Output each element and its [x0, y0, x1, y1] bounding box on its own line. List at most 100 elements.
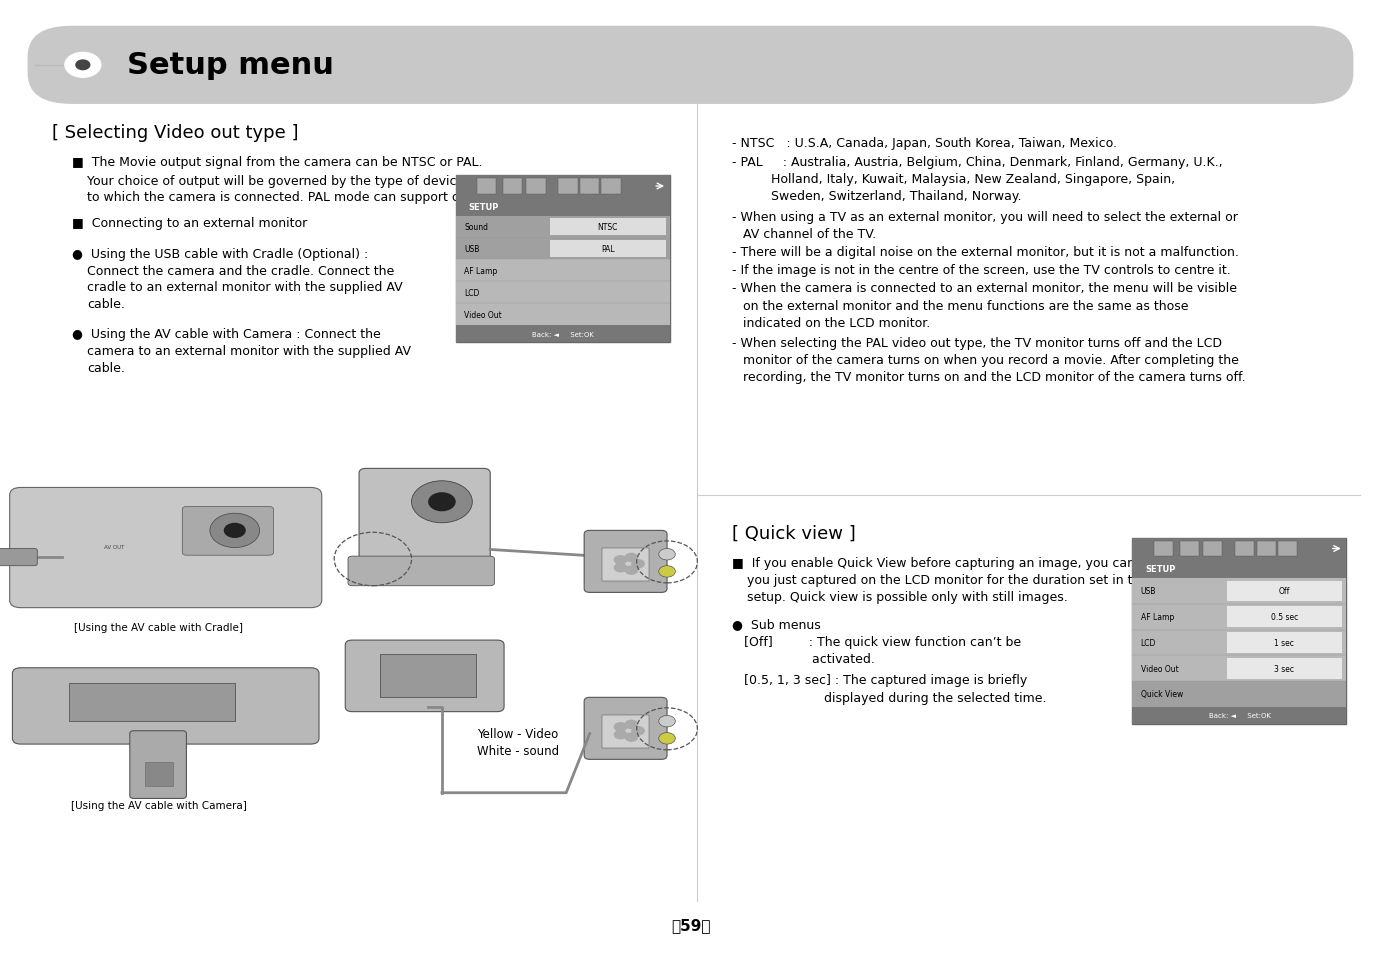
FancyBboxPatch shape: [69, 683, 235, 721]
Text: monitor of the camera turns on when you record a movie. After completing the: monitor of the camera turns on when you …: [743, 354, 1239, 367]
FancyBboxPatch shape: [601, 179, 620, 194]
Text: [ Selecting Video out type ]: [ Selecting Video out type ]: [52, 124, 298, 142]
Text: [Off]         : The quick view function can’t be: [Off] : The quick view function can’t be: [732, 636, 1021, 649]
Text: [Using the AV cable with Cradle]: [Using the AV cable with Cradle]: [75, 622, 243, 632]
Text: Quick View: Quick View: [1141, 690, 1184, 699]
FancyBboxPatch shape: [1132, 707, 1346, 724]
FancyBboxPatch shape: [456, 176, 670, 197]
Text: USB: USB: [1141, 587, 1156, 596]
FancyBboxPatch shape: [456, 197, 670, 216]
Text: Back: ◄     Set:OK: Back: ◄ Set:OK: [1208, 713, 1271, 719]
FancyBboxPatch shape: [1132, 538, 1346, 559]
Circle shape: [631, 559, 645, 569]
Circle shape: [613, 730, 627, 740]
Text: displayed during the selected time.: displayed during the selected time.: [732, 691, 1047, 704]
Circle shape: [659, 733, 675, 744]
FancyBboxPatch shape: [1277, 541, 1297, 557]
Circle shape: [631, 726, 645, 736]
Text: camera to an external monitor with the supplied AV: camera to an external monitor with the s…: [87, 345, 412, 358]
FancyBboxPatch shape: [380, 655, 476, 698]
Circle shape: [624, 553, 638, 562]
FancyBboxPatch shape: [130, 731, 186, 799]
Text: Video Out: Video Out: [464, 311, 501, 319]
FancyBboxPatch shape: [456, 216, 670, 238]
Text: 1 sec: 1 sec: [1275, 639, 1294, 647]
FancyBboxPatch shape: [1132, 578, 1346, 604]
Text: PAL: PAL: [601, 245, 615, 253]
Text: recording, the TV monitor turns on and the LCD monitor of the camera turns off.: recording, the TV monitor turns on and t…: [743, 371, 1246, 384]
FancyBboxPatch shape: [1226, 607, 1342, 627]
Text: 0.5 sec: 0.5 sec: [1271, 613, 1298, 621]
FancyBboxPatch shape: [1257, 541, 1276, 557]
Text: ●  Sub menus: ● Sub menus: [732, 618, 820, 631]
Text: SETUP: SETUP: [468, 202, 499, 212]
Text: [Using the AV cable with Camera]: [Using the AV cable with Camera]: [70, 801, 247, 810]
Text: - When using a TV as an external monitor, you will need to select the external o: - When using a TV as an external monitor…: [732, 211, 1237, 224]
Circle shape: [624, 720, 638, 729]
Text: - If the image is not in the centre of the screen, use the TV controls to centre: - If the image is not in the centre of t…: [732, 264, 1230, 277]
Circle shape: [613, 556, 627, 565]
Text: you just captured on the LCD monitor for the duration set in the [Quick View]: you just captured on the LCD monitor for…: [747, 574, 1232, 587]
FancyBboxPatch shape: [1132, 656, 1346, 681]
FancyBboxPatch shape: [359, 469, 490, 569]
FancyBboxPatch shape: [145, 762, 173, 786]
Circle shape: [428, 493, 456, 512]
Text: on the external monitor and the menu functions are the same as those: on the external monitor and the menu fun…: [743, 299, 1189, 313]
Text: [0.5, 1, 3 sec] : The captured image is briefly: [0.5, 1, 3 sec] : The captured image is …: [732, 674, 1027, 687]
FancyBboxPatch shape: [12, 668, 319, 744]
FancyBboxPatch shape: [580, 179, 599, 194]
Text: Your choice of output will be governed by the type of device (monitor or TV, etc: Your choice of output will be governed b…: [87, 174, 595, 188]
Text: AV channel of the TV.: AV channel of the TV.: [743, 228, 876, 241]
FancyBboxPatch shape: [1203, 541, 1222, 557]
FancyBboxPatch shape: [0, 549, 37, 566]
FancyBboxPatch shape: [558, 179, 577, 194]
Text: - NTSC   : U.S.A, Canada, Japan, South Korea, Taiwan, Mexico.: - NTSC : U.S.A, Canada, Japan, South Kor…: [732, 137, 1117, 151]
FancyBboxPatch shape: [1132, 630, 1346, 656]
FancyBboxPatch shape: [456, 304, 670, 326]
Text: Yellow - Video
White - sound: Yellow - Video White - sound: [476, 727, 559, 757]
Text: ●  Using the AV cable with Camera : Connect the: ● Using the AV cable with Camera : Conne…: [72, 328, 381, 341]
Text: LCD: LCD: [464, 289, 479, 297]
Text: ■  The Movie output signal from the camera can be NTSC or PAL.: ■ The Movie output signal from the camer…: [72, 156, 482, 170]
Circle shape: [659, 716, 675, 727]
FancyBboxPatch shape: [526, 179, 545, 194]
FancyBboxPatch shape: [10, 488, 322, 608]
FancyBboxPatch shape: [456, 260, 670, 282]
FancyBboxPatch shape: [584, 698, 667, 760]
FancyBboxPatch shape: [584, 531, 667, 593]
Text: Setup menu: Setup menu: [127, 51, 334, 80]
Text: Holland, Italy, Kuwait, Malaysia, New Zealand, Singapore, Spain,: Holland, Italy, Kuwait, Malaysia, New Ze…: [771, 172, 1175, 186]
Text: AV OUT: AV OUT: [104, 544, 124, 549]
Circle shape: [613, 563, 627, 573]
Circle shape: [65, 53, 101, 78]
Circle shape: [224, 523, 246, 538]
FancyBboxPatch shape: [456, 238, 670, 260]
FancyBboxPatch shape: [1132, 604, 1346, 630]
Text: ●  Using the USB cable with Cradle (Optional) :: ● Using the USB cable with Cradle (Optio…: [72, 248, 369, 261]
Text: Sound: Sound: [464, 223, 487, 232]
FancyBboxPatch shape: [602, 715, 649, 748]
Circle shape: [210, 514, 260, 548]
Text: AF Lamp: AF Lamp: [1141, 613, 1174, 621]
Circle shape: [624, 566, 638, 576]
FancyBboxPatch shape: [602, 548, 649, 581]
FancyBboxPatch shape: [456, 326, 670, 343]
FancyBboxPatch shape: [1226, 633, 1342, 653]
FancyBboxPatch shape: [28, 27, 1353, 105]
FancyBboxPatch shape: [1226, 581, 1342, 601]
Text: Off: Off: [1279, 587, 1290, 596]
FancyBboxPatch shape: [182, 507, 273, 556]
Text: Back: ◄     Set:OK: Back: ◄ Set:OK: [532, 332, 594, 337]
Circle shape: [659, 566, 675, 578]
FancyBboxPatch shape: [456, 282, 670, 304]
Text: - When selecting the PAL video out type, the TV monitor turns off and the LCD: - When selecting the PAL video out type,…: [732, 336, 1222, 350]
Circle shape: [76, 61, 90, 71]
FancyBboxPatch shape: [1153, 541, 1172, 557]
Text: setup. Quick view is possible only with still images.: setup. Quick view is possible only with …: [747, 591, 1068, 604]
FancyBboxPatch shape: [348, 557, 494, 586]
FancyBboxPatch shape: [1179, 541, 1199, 557]
Text: LCD: LCD: [1141, 639, 1156, 647]
FancyBboxPatch shape: [478, 179, 496, 194]
FancyBboxPatch shape: [503, 179, 522, 194]
FancyBboxPatch shape: [550, 218, 666, 236]
